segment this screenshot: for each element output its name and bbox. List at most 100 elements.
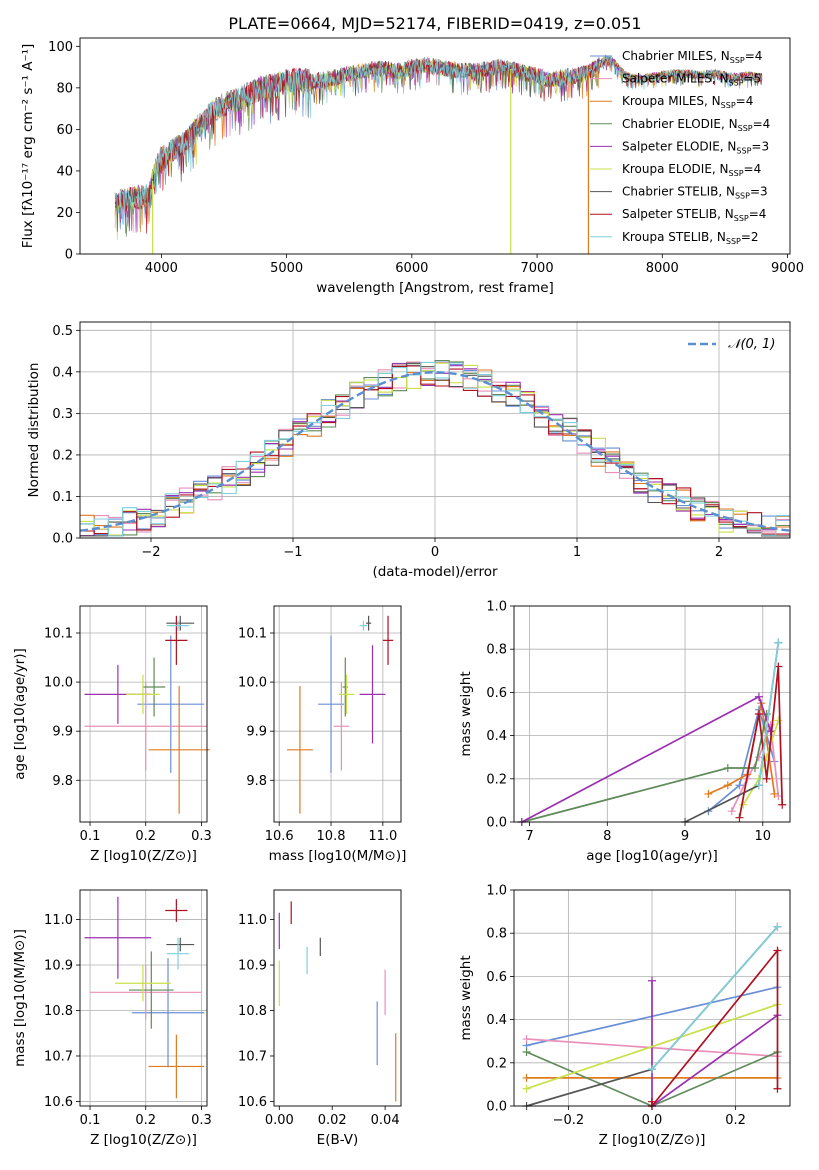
legend-sub: SSP — [736, 146, 751, 155]
y-tick-label: 0.0 — [486, 816, 507, 831]
legend-name: Salpeter STELIB, N — [622, 207, 734, 221]
weight-marker — [704, 789, 713, 798]
histogram-series — [80, 361, 790, 537]
x-tick-label: 7000 — [521, 261, 554, 276]
legend-sub: SSP — [729, 79, 744, 88]
x-tick-label: 0.00 — [265, 1113, 294, 1128]
x-tick-label: 0.2 — [135, 829, 156, 844]
y-tick-label: 0 — [65, 248, 73, 263]
data-point — [165, 615, 188, 665]
weight-series-line — [742, 720, 780, 806]
y-tick-label: 80 — [56, 81, 73, 96]
y-axis-label: Normed distribution — [26, 363, 42, 498]
legend-sub: SSP — [721, 101, 736, 110]
legend-count: =5 — [744, 72, 762, 86]
x-tick-label: 9000 — [771, 261, 804, 276]
y-tick-label: 1.0 — [486, 600, 507, 615]
weight-marker — [774, 716, 783, 725]
legend-entry: Salpeter MILES, NSSP=5 — [622, 72, 761, 88]
x-axis-label: wavelength [Angstrom, rest frame] — [316, 280, 554, 296]
weight-marker — [773, 1084, 782, 1093]
weight-marker — [751, 764, 760, 772]
weight-marker — [754, 753, 763, 762]
y-tick-label: 10.0 — [238, 676, 267, 691]
x-axis-label: age [log10(age/yr)] — [586, 848, 718, 864]
legend-count: =2 — [741, 230, 759, 244]
weight-marker — [522, 1073, 531, 1082]
y-tick-label: 10.1 — [238, 627, 267, 642]
legend-count: =4 — [744, 162, 762, 176]
data-point — [366, 615, 372, 631]
x-tick-label: 8000 — [646, 261, 679, 276]
data-point — [166, 620, 190, 631]
x-axis-label: (data-model)/error — [372, 564, 498, 580]
y-tick-label: 0.2 — [486, 772, 507, 787]
legend-count: =3 — [751, 139, 769, 153]
x-axis-label: Z [log10(Z/Z⊙)] — [599, 1132, 706, 1148]
weight-series-line — [651, 980, 778, 1108]
data-point — [84, 896, 152, 979]
legend-name: Chabrier MILES, N — [622, 49, 730, 63]
y-tick-label: 0.2 — [52, 448, 73, 463]
weight-series-line — [758, 642, 780, 786]
weight-marker — [735, 813, 744, 822]
plot-frame — [273, 889, 402, 1107]
legend-entry: Salpeter ELODIE, NSSP=3 — [622, 139, 769, 155]
legend-name: Chabrier STELIB, N — [622, 185, 735, 199]
weight-marker — [778, 800, 787, 809]
y-tick-label: 0.8 — [486, 643, 507, 658]
x-tick-label: 1 — [573, 545, 581, 560]
legend-name: Kroupa ELODIE, N — [622, 162, 729, 176]
data-point — [84, 682, 207, 771]
panel-residual_histogram: −2 −1 0 1 2 0.0 0.1 0.2 0.3 0.4 0.5 (data-model)/er… — [26, 321, 791, 580]
y-tick-label: 0.4 — [486, 1013, 507, 1028]
weight-marker — [754, 692, 763, 701]
legend-entry: Chabrier MILES, NSSP=4 — [622, 49, 762, 65]
histogram-steps — [80, 359, 790, 537]
data-point — [126, 674, 160, 714]
weight-marker — [723, 781, 732, 790]
legend-sub: SSP — [738, 124, 753, 133]
x-tick-label: 10 — [755, 829, 772, 844]
weight-series-line — [526, 1003, 778, 1090]
legend-name: Salpeter ELODIE, N — [622, 139, 736, 153]
x-tick-label: 7 — [525, 829, 533, 844]
panel-mass_weight_vs_age: 7 8 9 10 0.0 0.2 0.4 0.6 0.8 1.0 age [log10(age/yr… — [458, 600, 791, 864]
x-tick-label: 0.2 — [725, 1113, 746, 1128]
data-point — [166, 937, 190, 970]
y-tick-label: 0.6 — [486, 686, 507, 701]
data-point — [286, 686, 313, 814]
normal-curve — [80, 371, 790, 532]
y-tick-label: 0.5 — [52, 324, 73, 339]
weight-marker — [648, 976, 656, 985]
weight-series-line — [521, 713, 768, 823]
weight-marker — [522, 1035, 531, 1044]
y-tick-label: 0.1 — [52, 490, 73, 505]
y-tick-label: 10.9 — [44, 959, 73, 974]
weight-marker — [522, 1048, 531, 1056]
spectrum-series-line — [114, 56, 763, 234]
weight-marker — [754, 781, 763, 790]
plot-frame — [79, 889, 208, 1107]
y-tick-label: 10.6 — [44, 1095, 73, 1110]
y-tick-label: 10.8 — [44, 1004, 73, 1019]
x-tick-label: 2 — [715, 545, 723, 560]
x-axis-label: Z [log10(Z/Z⊙)] — [90, 848, 197, 864]
x-tick-label: −2 — [141, 545, 160, 560]
data-point — [359, 645, 386, 744]
y-tick-label: 60 — [56, 123, 73, 138]
panel-mass_vs_ebv: 0.00 0.02 0.04 10.6 10.7 10.8 10.9 11.0 E(B-V) — [238, 889, 402, 1148]
weight-series-line — [651, 926, 779, 1070]
y-tick-label: 1.0 — [486, 884, 507, 899]
data-point — [148, 1034, 205, 1099]
panel-age_vs_Z: 0.1 0.2 0.3 9.8 9.9 10.0 10.1 Z [log10(Z/Z⊙)] ag… — [12, 605, 212, 864]
x-tick-label: 0 — [431, 545, 439, 560]
y-tick-label: 0.6 — [486, 970, 507, 985]
histogram-series — [80, 365, 790, 537]
data-point — [382, 615, 394, 665]
legend-entry: Chabrier STELIB, NSSP=3 — [622, 185, 768, 201]
y-tick-label: 11.0 — [238, 913, 267, 928]
y-tick-label: 9.9 — [52, 725, 73, 740]
y-tick-label: 10.6 — [238, 1095, 267, 1110]
legend-count: =4 — [749, 207, 767, 221]
